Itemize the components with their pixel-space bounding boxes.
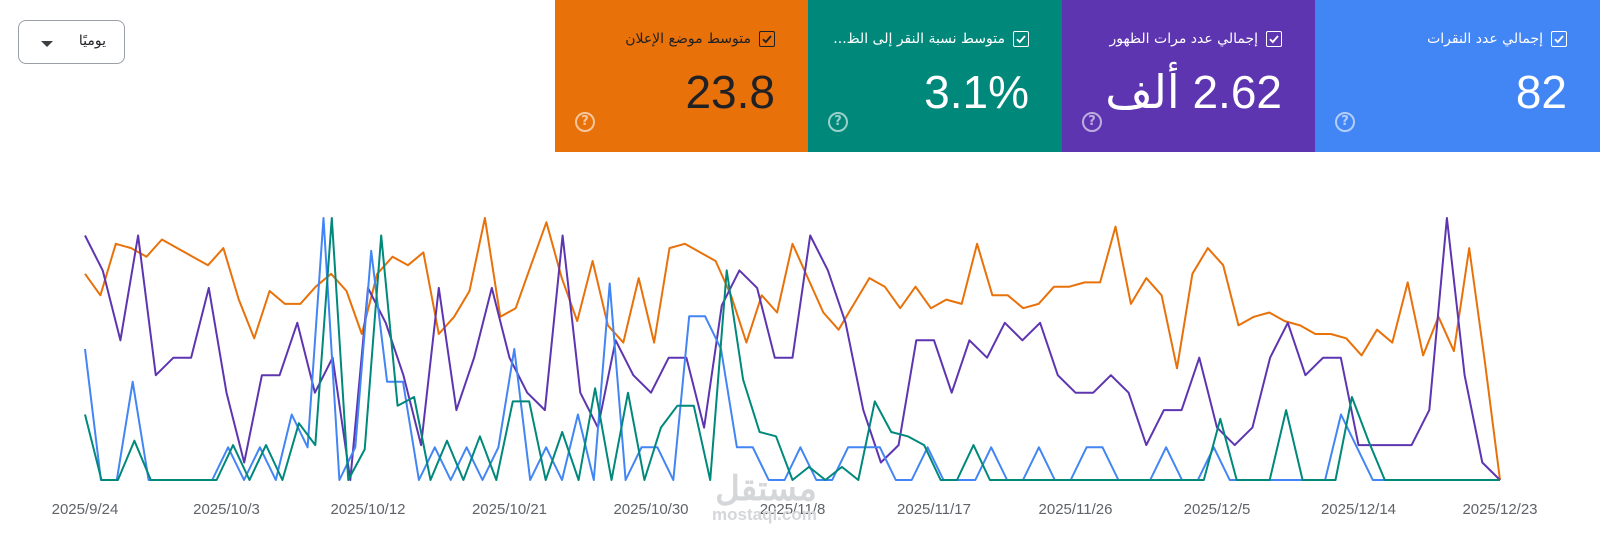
x-tick-label: 2025/9/24: [52, 501, 119, 518]
watermark: مستقل mostaqi.com: [712, 472, 817, 524]
metric-card-impressions[interactable]: إجمالي عدد مرات الظهور 2.62 ألف ?: [1062, 0, 1315, 152]
x-tick-label: 2025/11/8: [760, 501, 826, 518]
checkbox-checked-icon[interactable]: [759, 31, 775, 47]
x-tick-label: 2025/11/26: [1039, 501, 1113, 518]
granularity-dropdown[interactable]: يوميًا: [18, 20, 125, 64]
watermark-site: mostaqi.com: [712, 505, 817, 524]
metric-card-position[interactable]: متوسط موضع الإعلان 23.8 ?: [555, 0, 808, 152]
chart-series-group: [84, 217, 1501, 481]
x-tick-label: 2025/12/5: [1184, 501, 1251, 518]
metric-title: متوسط نسبة النقر إلى الظ...: [833, 31, 1005, 47]
watermark-brand: مستقل: [715, 470, 817, 508]
checkbox-checked-icon[interactable]: [1013, 31, 1029, 47]
x-tick-label: 2025/10/21: [472, 501, 547, 518]
help-icon[interactable]: ?: [1082, 112, 1102, 132]
x-tick-label: 2025/12/23: [1462, 501, 1537, 518]
metric-card-ctr[interactable]: متوسط نسبة النقر إلى الظ... 3.1% ?: [808, 0, 1062, 152]
caret-down-icon: [41, 41, 53, 47]
series-line-0: [84, 217, 1501, 481]
help-icon[interactable]: ?: [828, 112, 848, 132]
help-icon[interactable]: ?: [1335, 112, 1355, 132]
x-tick-label: 2025/12/14: [1321, 501, 1396, 518]
metric-cards: متوسط موضع الإعلان 23.8 ? متوسط نسبة الن…: [555, 0, 1600, 152]
metric-value: 23.8: [685, 66, 775, 118]
x-tick-label: 2025/10/30: [613, 501, 688, 518]
x-tick-label: 2025/10/12: [330, 501, 405, 518]
metric-value: 2.62 ألف: [1105, 66, 1282, 118]
x-tick-label: 2025/10/3: [193, 501, 260, 518]
x-axis-ticks: 2025/9/24 2025/10/3 2025/10/12 2025/10/21 20…: [52, 501, 1538, 518]
metric-title: إجمالي عدد النقرات: [1427, 31, 1543, 47]
metric-value: 82: [1515, 66, 1567, 118]
series-line-2: [84, 217, 1500, 481]
checkbox-checked-icon[interactable]: [1266, 31, 1282, 47]
granularity-label: يوميًا: [78, 33, 106, 49]
metric-card-clicks[interactable]: إجمالي عدد النقرات 82 ?: [1315, 0, 1600, 152]
x-tick-label: 2025/11/17: [897, 501, 971, 518]
performance-line-chart: 2025/9/24 2025/10/3 2025/10/12 2025/10/21 20…: [52, 217, 1538, 518]
metric-value: 3.1%: [924, 66, 1029, 118]
metric-title: متوسط موضع الإعلان: [625, 31, 751, 47]
help-icon[interactable]: ?: [575, 112, 595, 132]
series-line-3: [84, 217, 1500, 481]
series-line-1: [84, 217, 1501, 481]
checkbox-checked-icon[interactable]: [1551, 31, 1567, 47]
metric-title: إجمالي عدد مرات الظهور: [1109, 31, 1258, 47]
